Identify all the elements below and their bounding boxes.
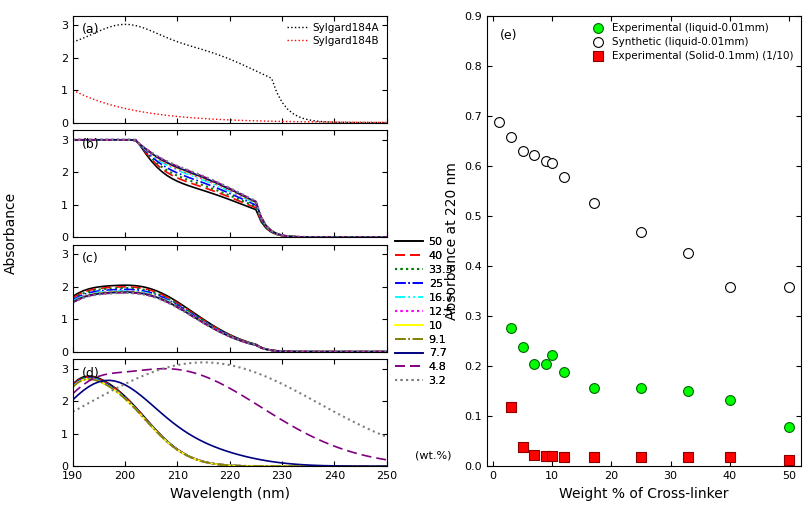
Synthetic (liquid-0.01mm) xyxy=(528,151,541,159)
Synthetic (liquid-0.01mm) xyxy=(504,133,517,141)
Experimental (Solid-0.1mm) (1/10) xyxy=(587,453,600,462)
Sylgard184A xyxy=(183,42,193,48)
Text: (wt.%): (wt.%) xyxy=(416,451,452,461)
Text: Absorbance: Absorbance xyxy=(4,192,18,274)
Experimental (liquid-0.01mm) xyxy=(587,383,600,392)
Experimental (Solid-0.1mm) (1/10) xyxy=(723,453,736,462)
Text: (c): (c) xyxy=(83,252,99,265)
Synthetic (liquid-0.01mm) xyxy=(516,147,529,155)
Sylgard184A xyxy=(382,120,392,126)
Sylgard184A xyxy=(121,21,130,27)
Synthetic (liquid-0.01mm) xyxy=(587,199,600,207)
Synthetic (liquid-0.01mm) xyxy=(634,228,647,237)
Synthetic (liquid-0.01mm) xyxy=(540,156,553,165)
Experimental (liquid-0.01mm) xyxy=(682,387,695,395)
Legend: 50, 40, 33.3, 25, 16.7, 12.5, 10, 9.1, 7.7, 4.8, 3.2: 50, 40, 33.3, 25, 16.7, 12.5, 10, 9.1, 7… xyxy=(396,237,453,386)
Experimental (Solid-0.1mm) (1/10) xyxy=(528,451,541,459)
Sylgard184A xyxy=(261,73,271,79)
Experimental (Solid-0.1mm) (1/10) xyxy=(540,452,553,461)
Legend: Sylgard184A, Sylgard184B: Sylgard184A, Sylgard184B xyxy=(285,21,381,48)
Synthetic (liquid-0.01mm) xyxy=(723,283,736,291)
Synthetic (liquid-0.01mm) xyxy=(493,118,506,126)
Y-axis label: Absorbance at 220 nm: Absorbance at 220 nm xyxy=(445,162,459,320)
Experimental (Solid-0.1mm) (1/10) xyxy=(557,453,570,461)
Sylgard184A xyxy=(136,24,146,30)
Sylgard184B xyxy=(142,109,151,116)
X-axis label: Weight % of Cross-linker: Weight % of Cross-linker xyxy=(559,486,729,500)
Sylgard184B xyxy=(131,108,141,114)
Experimental (liquid-0.01mm) xyxy=(504,324,517,333)
Synthetic (liquid-0.01mm) xyxy=(557,172,570,181)
X-axis label: Wavelength (nm): Wavelength (nm) xyxy=(170,486,290,500)
Text: (e): (e) xyxy=(500,29,517,42)
Sylgard184B xyxy=(235,117,245,123)
Experimental (liquid-0.01mm) xyxy=(634,383,647,392)
Sylgard184A xyxy=(146,28,156,34)
Sylgard184B xyxy=(340,119,349,125)
Line: Sylgard184B: Sylgard184B xyxy=(73,90,387,122)
Line: Sylgard184A: Sylgard184A xyxy=(73,24,387,123)
Experimental (Solid-0.1mm) (1/10) xyxy=(546,452,559,461)
Experimental (Solid-0.1mm) (1/10) xyxy=(782,456,795,464)
Text: (a): (a) xyxy=(83,23,100,36)
Synthetic (liquid-0.01mm) xyxy=(546,159,559,167)
Sylgard184A xyxy=(240,63,250,69)
Sylgard184A xyxy=(345,119,355,125)
Experimental (liquid-0.01mm) xyxy=(782,423,795,431)
Experimental (Solid-0.1mm) (1/10) xyxy=(516,443,529,451)
Sylgard184B xyxy=(382,119,392,125)
Experimental (liquid-0.01mm) xyxy=(557,367,570,376)
Legend: Experimental (liquid-0.01mm), Synthetic (liquid-0.01mm), Experimental (Solid-0.1: Experimental (liquid-0.01mm), Synthetic … xyxy=(585,21,796,63)
Experimental (liquid-0.01mm) xyxy=(516,343,529,351)
Experimental (liquid-0.01mm) xyxy=(723,395,736,404)
Synthetic (liquid-0.01mm) xyxy=(782,283,795,291)
Sylgard184B xyxy=(256,118,266,124)
Sylgard184B xyxy=(68,87,78,93)
Sylgard184A xyxy=(68,39,78,45)
Text: (b): (b) xyxy=(83,138,100,151)
Experimental (Solid-0.1mm) (1/10) xyxy=(682,453,695,462)
Experimental (liquid-0.01mm) xyxy=(528,359,541,368)
Text: (d): (d) xyxy=(83,367,100,380)
Experimental (Solid-0.1mm) (1/10) xyxy=(504,402,517,411)
Experimental (liquid-0.01mm) xyxy=(546,350,559,358)
Experimental (liquid-0.01mm) xyxy=(540,359,553,368)
Sylgard184B xyxy=(178,114,188,120)
Experimental (Solid-0.1mm) (1/10) xyxy=(634,453,647,461)
Synthetic (liquid-0.01mm) xyxy=(682,249,695,257)
